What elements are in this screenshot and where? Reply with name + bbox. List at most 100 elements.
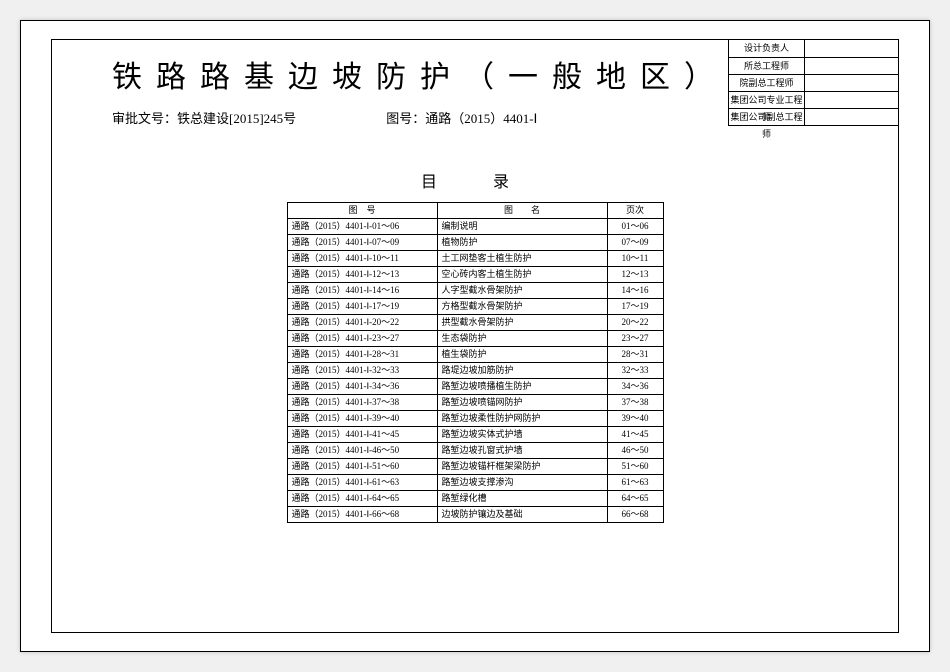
toc-row: 通路（2015）4401-Ⅰ-01～06编制说明01～06 [287,219,663,235]
title-block: 铁路路基边坡防护（一般地区） 审批文号：铁总建设[2015]245号 图号：通路… [52,40,728,126]
toc-code: 通路（2015）4401-Ⅰ-17～19 [287,299,437,315]
toc-row: 通路（2015）4401-Ⅰ-17～19方格型截水骨架防护17～19 [287,299,663,315]
toc-code: 通路（2015）4401-Ⅰ-28～31 [287,347,437,363]
toc-name: 路堑边坡喷锚网防护 [437,395,607,411]
signature-value [805,109,898,125]
toc-name: 空心砖内客土植生防护 [437,267,607,283]
toc-name: 路堑绿化槽 [437,491,607,507]
signature-label: 所总工程师 [729,58,805,74]
toc-code: 通路（2015）4401-Ⅰ-12～13 [287,267,437,283]
toc-row: 通路（2015）4401-Ⅰ-10～11土工网垫客土植生防护10～11 [287,251,663,267]
toc-page: 61～63 [607,475,663,491]
toc-page: 23～27 [607,331,663,347]
toc-name: 路堑边坡支撑渗沟 [437,475,607,491]
signature-value [805,75,898,91]
toc-code: 通路（2015）4401-Ⅰ-23～27 [287,331,437,347]
signature-label: 集团公司副总工程师 [729,109,805,125]
toc-header-row: 图 号 图 名 页次 [287,203,663,219]
signature-label: 集团公司专业工程师 [729,92,805,108]
toc-row: 通路（2015）4401-Ⅰ-39～40路堑边坡柔性防护网防护39～40 [287,411,663,427]
toc-name: 路堑边坡柔性防护网防护 [437,411,607,427]
toc-code: 通路（2015）4401-Ⅰ-37～38 [287,395,437,411]
signature-value [805,58,898,74]
toc-name: 边坡防护镶边及基础 [437,507,607,523]
toc-code: 通路（2015）4401-Ⅰ-01～06 [287,219,437,235]
toc-row: 通路（2015）4401-Ⅰ-37～38路堑边坡喷锚网防护37～38 [287,395,663,411]
subtitle-line: 审批文号：铁总建设[2015]245号 图号：通路（2015）4401-Ⅰ [112,108,728,127]
toc-row: 通路（2015）4401-Ⅰ-61～63路堑边坡支撑渗沟61～63 [287,475,663,491]
toc-name: 路堑边坡喷播植生防护 [437,379,607,395]
toc-code: 通路（2015）4401-Ⅰ-51～60 [287,459,437,475]
toc-page: 28～31 [607,347,663,363]
toc-name: 编制说明 [437,219,607,235]
main-title: 铁路路基边坡防护（一般地区） [112,52,728,96]
col-header-code: 图 号 [287,203,437,219]
toc-name: 土工网垫客土植生防护 [437,251,607,267]
toc-page: 34～36 [607,379,663,395]
toc-code: 通路（2015）4401-Ⅰ-10～11 [287,251,437,267]
toc-code: 通路（2015）4401-Ⅰ-20～22 [287,315,437,331]
signature-row: 所总工程师 [729,57,898,74]
toc-code: 通路（2015）4401-Ⅰ-64～65 [287,491,437,507]
toc-page: 20～22 [607,315,663,331]
signature-box: 设计负责人所总工程师院副总工程师集团公司专业工程师集团公司副总工程师 [728,40,898,126]
toc-row: 通路（2015）4401-Ⅰ-32～33路堤边坡加筋防护32～33 [287,363,663,379]
toc-name: 路堑边坡孔窗式护墙 [437,443,607,459]
toc-row: 通路（2015）4401-Ⅰ-51～60路堑边坡锚杆框架梁防护51～60 [287,459,663,475]
signature-label: 设计负责人 [729,40,805,57]
toc-name: 生态袋防护 [437,331,607,347]
toc-page: 01～06 [607,219,663,235]
toc-code: 通路（2015）4401-Ⅰ-32～33 [287,363,437,379]
toc-code: 通路（2015）4401-Ⅰ-34～36 [287,379,437,395]
toc-row: 通路（2015）4401-Ⅰ-28～31植生袋防护28～31 [287,347,663,363]
toc-table: 图 号 图 名 页次 通路（2015）4401-Ⅰ-01～06编制说明01～06… [287,202,664,523]
toc-row: 通路（2015）4401-Ⅰ-66～68边坡防护镶边及基础66～68 [287,507,663,523]
toc-page: 41～45 [607,427,663,443]
toc-page: 37～38 [607,395,663,411]
drawing-number: 图号：通路（2015）4401-Ⅰ [386,108,537,127]
toc-page: 10～11 [607,251,663,267]
toc-page: 66～68 [607,507,663,523]
toc-name: 方格型截水骨架防护 [437,299,607,315]
toc-code: 通路（2015）4401-Ⅰ-46～50 [287,443,437,459]
toc-title: 目 录 [421,168,529,192]
toc-row: 通路（2015）4401-Ⅰ-20～22拱型截水骨架防护20～22 [287,315,663,331]
toc-page: 07～09 [607,235,663,251]
toc-row: 通路（2015）4401-Ⅰ-23～27生态袋防护23～27 [287,331,663,347]
toc-row: 通路（2015）4401-Ⅰ-46～50路堑边坡孔窗式护墙46～50 [287,443,663,459]
toc-name: 植物防护 [437,235,607,251]
signature-value [805,92,898,108]
toc-code: 通路（2015）4401-Ⅰ-39～40 [287,411,437,427]
signature-row: 集团公司专业工程师 [729,91,898,108]
toc-code: 通路（2015）4401-Ⅰ-41～45 [287,427,437,443]
toc-row: 通路（2015）4401-Ⅰ-07～09植物防护07～09 [287,235,663,251]
toc-name: 路堑边坡锚杆框架梁防护 [437,459,607,475]
toc-page: 17～19 [607,299,663,315]
signature-value [805,40,898,57]
signature-label: 院副总工程师 [729,75,805,91]
toc-page: 39～40 [607,411,663,427]
toc-area: 目 录 图 号 图 名 页次 通路（2015）4401-Ⅰ-01～06编制说明0… [52,168,898,523]
col-header-name: 图 名 [437,203,607,219]
toc-row: 通路（2015）4401-Ⅰ-64～65路堑绿化槽64～65 [287,491,663,507]
drawing-frame: 铁路路基边坡防护（一般地区） 审批文号：铁总建设[2015]245号 图号：通路… [51,39,899,633]
toc-code: 通路（2015）4401-Ⅰ-14～16 [287,283,437,299]
approval-number: 审批文号：铁总建设[2015]245号 [112,108,296,127]
toc-row: 通路（2015）4401-Ⅰ-34～36路堑边坡喷播植生防护34～36 [287,379,663,395]
toc-row: 通路（2015）4401-Ⅰ-41～45路堑边坡实体式护墙41～45 [287,427,663,443]
toc-page: 51～60 [607,459,663,475]
drawing-sheet: 铁路路基边坡防护（一般地区） 审批文号：铁总建设[2015]245号 图号：通路… [20,20,930,652]
toc-page: 46～50 [607,443,663,459]
toc-name: 人字型截水骨架防护 [437,283,607,299]
toc-code: 通路（2015）4401-Ⅰ-66～68 [287,507,437,523]
toc-name: 路堑边坡实体式护墙 [437,427,607,443]
toc-code: 通路（2015）4401-Ⅰ-07～09 [287,235,437,251]
toc-name: 拱型截水骨架防护 [437,315,607,331]
toc-name: 植生袋防护 [437,347,607,363]
toc-code: 通路（2015）4401-Ⅰ-61～63 [287,475,437,491]
col-header-page: 页次 [607,203,663,219]
toc-page: 64～65 [607,491,663,507]
toc-name: 路堤边坡加筋防护 [437,363,607,379]
signature-row: 集团公司副总工程师 [729,108,898,125]
toc-row: 通路（2015）4401-Ⅰ-14～16人字型截水骨架防护14～16 [287,283,663,299]
